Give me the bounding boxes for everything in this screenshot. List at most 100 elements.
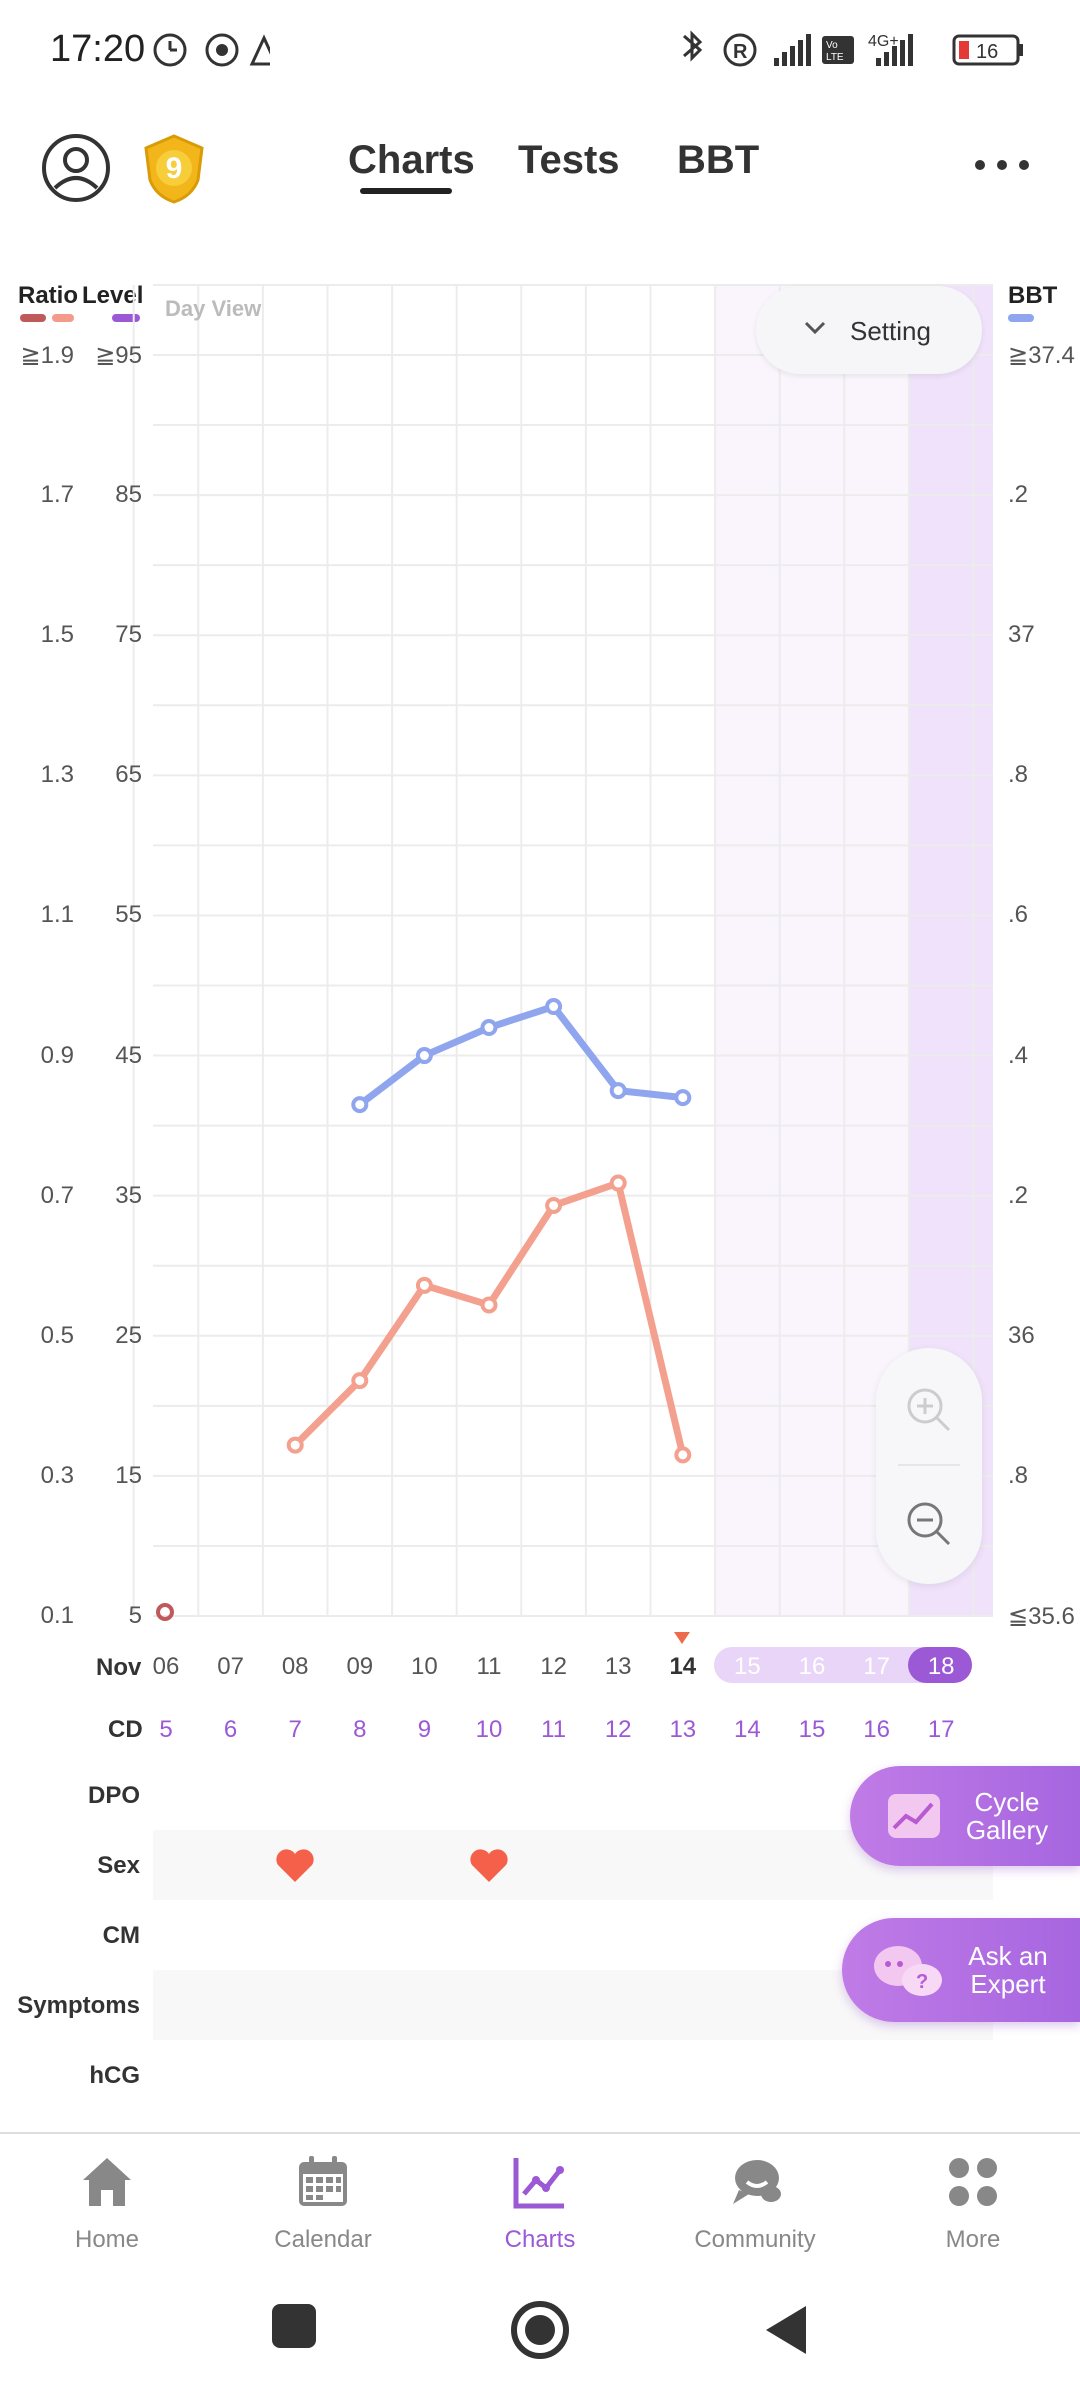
drive-icon — [249, 34, 270, 66]
bbt-tick: ≦35.6 — [1008, 1603, 1075, 1630]
bbt-tick: .6 — [1008, 901, 1029, 929]
data-point-bbt — [609, 1082, 627, 1100]
gallery-chart-icon — [888, 1794, 940, 1838]
level-badge-number: 9 — [165, 152, 183, 185]
date-label[interactable]: 07 — [217, 1653, 244, 1680]
recent-apps-icon[interactable] — [266, 2298, 326, 2358]
nav-charts-label: Charts — [504, 2226, 576, 2253]
status-bar: 17:20 R Vo LTE 4G+ 16 — [0, 0, 1080, 100]
svg-text:LTE: LTE — [826, 52, 844, 63]
legend-ratio: Ratio — [18, 282, 78, 309]
date-label[interactable]: 16 — [798, 1653, 826, 1680]
setting-button[interactable]: Setting — [756, 286, 982, 374]
back-icon[interactable] — [758, 2300, 814, 2360]
legend-bbt: BBT — [1008, 282, 1058, 309]
community-icon — [733, 2160, 781, 2204]
date-label[interactable]: 10 — [411, 1653, 438, 1680]
heart-icon[interactable] — [468, 1848, 510, 1884]
nav-home[interactable]: Home — [17, 2134, 197, 2284]
ratio-tick: ≧1.9 — [20, 342, 74, 369]
charts-icon — [513, 2158, 564, 2209]
cycle-day-label: 11 — [541, 1716, 567, 1743]
data-point-bbt — [545, 998, 563, 1016]
period-marker — [156, 1603, 174, 1621]
level-tick: 75 — [115, 621, 142, 649]
date-label[interactable]: 08 — [281, 1653, 309, 1680]
volte-icon — [822, 36, 854, 64]
date-label[interactable]: 18 — [927, 1653, 955, 1680]
setting-label: Setting — [850, 316, 931, 346]
date-label[interactable]: 12 — [540, 1653, 567, 1680]
bottom-navigation: Home Calendar Charts Community — [0, 2132, 1080, 2284]
level-tick: 25 — [115, 1321, 142, 1349]
level-tick: 85 — [115, 481, 142, 509]
level-tick: 5 — [128, 1602, 142, 1629]
ask-expert-button[interactable]: ? Ask an Expert — [842, 1918, 1080, 2022]
cycle-day-label: 8 — [353, 1716, 367, 1743]
zoom-in-icon[interactable] — [905, 1386, 953, 1434]
level-tick: 65 — [115, 761, 142, 789]
bbt-tick: .2 — [1008, 1181, 1029, 1209]
ratio-tick: 0.3 — [40, 1461, 74, 1489]
home-icon — [83, 2158, 131, 2206]
cycle-gallery-button[interactable]: Cycle Gallery — [850, 1766, 1080, 1866]
ratio-tick: 1.3 — [40, 761, 74, 789]
zoom-out-icon[interactable] — [905, 1500, 953, 1548]
more-options-icon[interactable] — [972, 150, 1032, 180]
heart-icon[interactable] — [274, 1848, 316, 1884]
data-point-level — [351, 1372, 369, 1390]
tab-charts[interactable]: Charts — [348, 138, 475, 182]
bbt-tick: .8 — [1008, 1461, 1029, 1489]
tab-tests[interactable]: Tests — [518, 138, 620, 182]
nav-calendar[interactable]: Calendar — [233, 2134, 413, 2284]
svg-text:R: R — [733, 41, 748, 63]
cycle-day-label: 10 — [475, 1716, 503, 1743]
bbt-tick: .4 — [1008, 1041, 1029, 1069]
zoom-panel — [876, 1348, 982, 1584]
bbt-tick: .2 — [1008, 481, 1029, 509]
cycle-day-label: 5 — [159, 1716, 173, 1743]
status-icons-right: R Vo LTE 4G+ 16 — [683, 30, 1023, 67]
selected-date-highlight — [908, 1647, 972, 1683]
alarm-icon — [153, 33, 187, 67]
ratio-tick: 0.1 — [40, 1602, 74, 1629]
tab-bbt[interactable]: BBT — [677, 138, 760, 182]
data-point-bbt — [480, 1019, 498, 1037]
date-label[interactable]: 06 — [152, 1653, 180, 1680]
data-point-level — [480, 1296, 498, 1314]
profile-icon[interactable] — [40, 132, 112, 204]
nav-more[interactable]: More — [883, 2134, 1063, 2284]
battery-icon — [952, 34, 1020, 66]
date-label[interactable]: 14 — [669, 1653, 697, 1680]
cycle-day-label: 13 — [669, 1716, 697, 1743]
ratio-tick: 0.7 — [40, 1181, 74, 1209]
tab-active-indicator — [360, 188, 452, 194]
date-label[interactable]: 13 — [604, 1653, 632, 1680]
data-point-level — [415, 1276, 433, 1294]
svg-text:Vo: Vo — [826, 40, 838, 51]
svg-text:4G+: 4G+ — [868, 33, 899, 50]
log-row-label: Sex — [97, 1852, 140, 1879]
nav-home-label: Home — [74, 2226, 140, 2253]
data-point-bbt — [674, 1089, 692, 1107]
nav-community-label: Community — [694, 2226, 816, 2253]
nav-more-label: More — [945, 2226, 1001, 2253]
date-label[interactable]: 15 — [734, 1653, 761, 1680]
zoom-divider — [898, 1464, 960, 1466]
svg-text:?: ? — [916, 1971, 928, 1993]
status-icons-left — [153, 33, 270, 67]
date-label[interactable]: 17 — [863, 1653, 890, 1680]
level-badge-icon[interactable]: 9 — [142, 134, 206, 204]
data-point-bbt — [415, 1047, 433, 1065]
home-system-icon[interactable] — [508, 2298, 572, 2362]
date-label[interactable]: 09 — [346, 1653, 374, 1680]
nav-charts[interactable]: Charts — [450, 2134, 630, 2284]
today-marker-icon — [674, 1632, 690, 1644]
nav-community[interactable]: Community — [665, 2134, 845, 2284]
date-label[interactable]: 11 — [476, 1653, 502, 1680]
month-label: Nov — [96, 1654, 142, 1681]
cycle-day-label: 6 — [223, 1716, 238, 1743]
ratio-tick: 1.7 — [40, 481, 74, 509]
log-row-label: Symptoms — [17, 1992, 140, 2019]
data-point-level — [674, 1446, 692, 1464]
